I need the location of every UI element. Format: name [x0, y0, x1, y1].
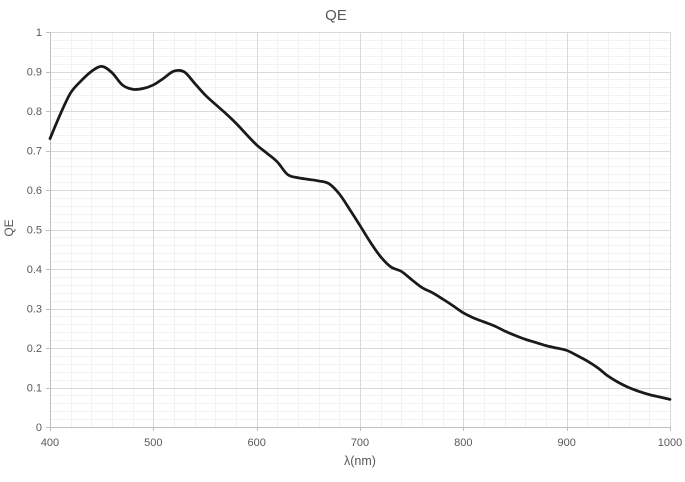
x-tick-label: 800	[454, 437, 472, 449]
x-tick-label: 500	[144, 437, 162, 449]
y-tick-label: 0.4	[27, 264, 42, 276]
qe-curve	[48, 64, 672, 401]
axes	[46, 32, 671, 431]
x-axis-title: λ(nm)	[344, 454, 376, 468]
y-tick-label: 0.5	[27, 225, 42, 237]
major-gridlines	[50, 32, 671, 428]
y-tick-label: 1	[36, 27, 42, 39]
x-tick-label: 400	[41, 437, 59, 449]
y-tick-label: 0.1	[27, 383, 42, 395]
y-tick-label: 0	[36, 422, 42, 434]
y-tick-label: 0.3	[27, 304, 42, 316]
qe-series-line	[48, 64, 672, 401]
y-tick-label: 0.8	[27, 106, 42, 118]
y-axis-title: QE	[2, 219, 16, 236]
y-tick-label: 0.7	[27, 146, 42, 158]
y-tick-label: 0.2	[27, 343, 42, 355]
x-tick-label: 900	[557, 437, 575, 449]
y-tick-label: 0.6	[27, 185, 42, 197]
tick-labels: 400 500 600 700 800 900 1000 0 0.1 0.2 0.3 0.4 0.5 0.…	[27, 27, 683, 449]
y-tick-label: 0.9	[27, 67, 42, 79]
x-tick-label: 700	[351, 437, 369, 449]
x-tick-label: 600	[247, 437, 265, 449]
x-tick-label: 1000	[658, 437, 682, 449]
chart-title: QE	[325, 7, 347, 24]
